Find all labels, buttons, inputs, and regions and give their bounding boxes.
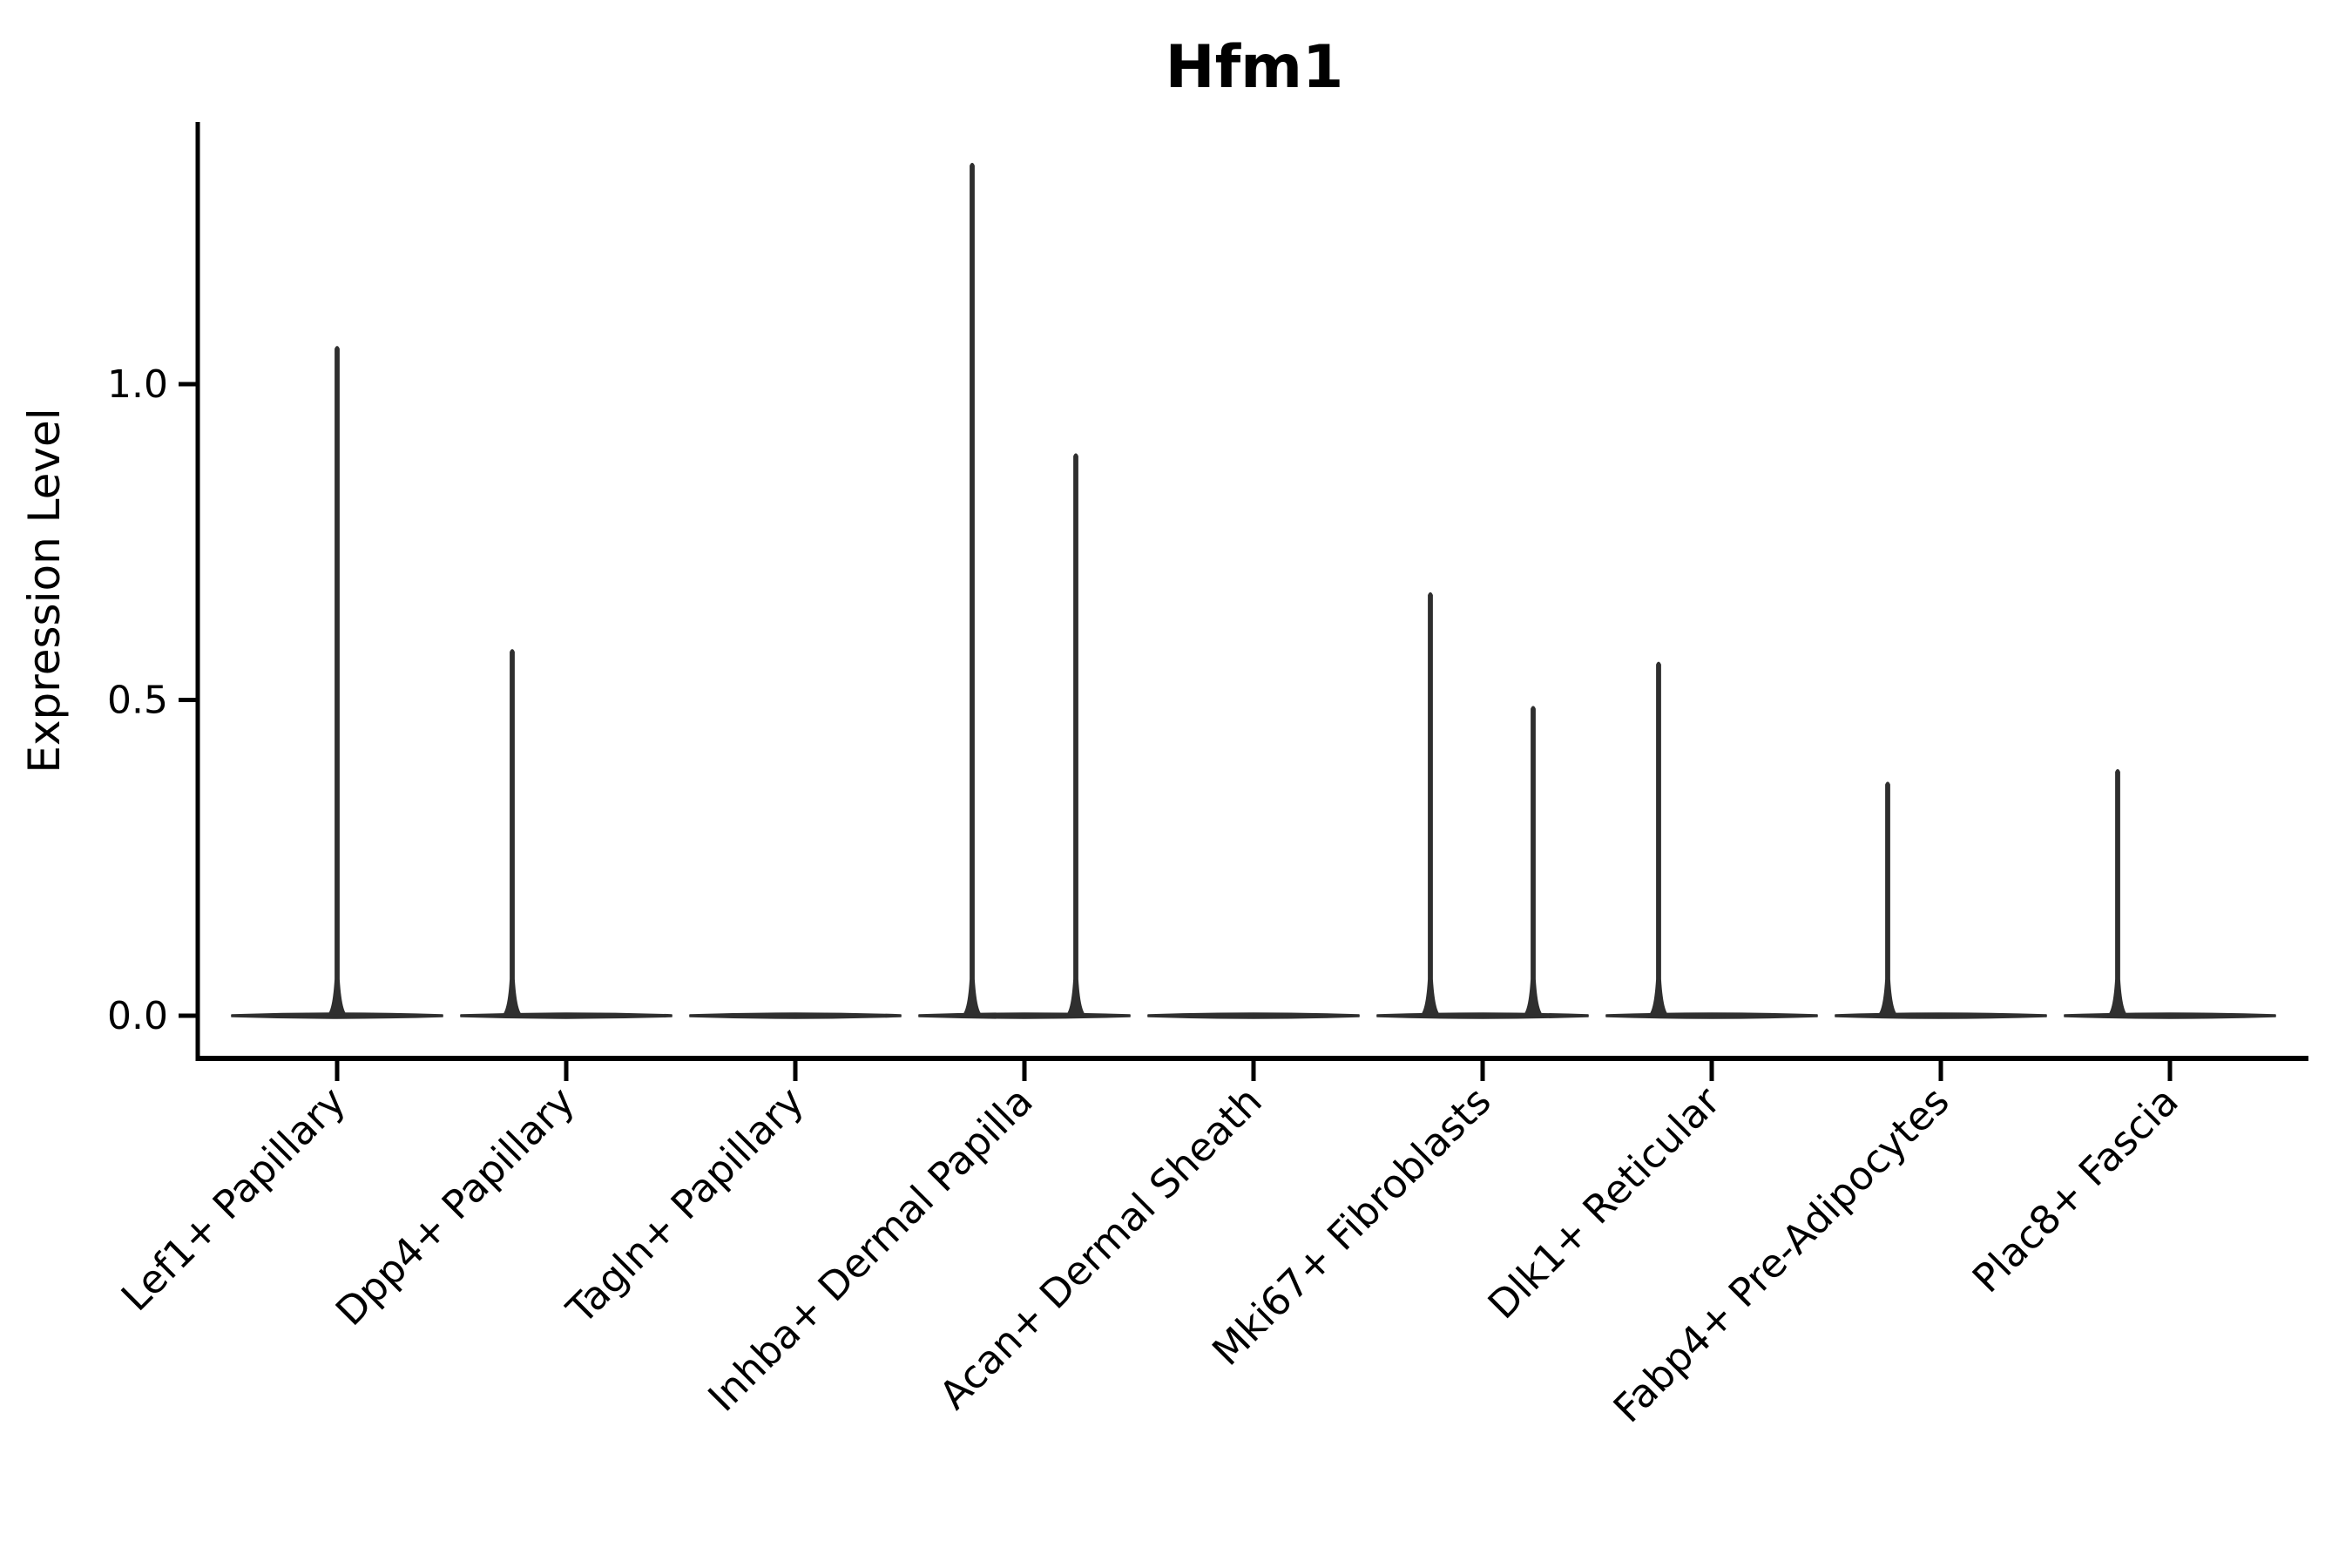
violin-baseline (460, 1012, 672, 1019)
violins-layer (231, 162, 2276, 1019)
violin-9 (2064, 768, 2276, 1019)
violin-6 (1376, 591, 1589, 1019)
violin-baseline (1835, 1012, 2047, 1019)
chart-title: Hfm1 (1166, 33, 1344, 102)
violin-spike (1065, 453, 1086, 1017)
y-ticks (179, 382, 196, 1018)
violin-2 (460, 649, 672, 1019)
x-tick-label: Lef1+ Papillary (112, 1078, 355, 1320)
x-tick-label: Dpp4+ Papillary (327, 1078, 584, 1335)
x-tick-label: Dlk1+ Reticular (1479, 1078, 1729, 1328)
violin-spike (1877, 781, 1898, 1017)
violin-spike (327, 346, 348, 1017)
violin-baseline (1605, 1012, 1818, 1019)
y-tick-label: 0.0 (107, 994, 168, 1038)
violin-spike (1648, 661, 1669, 1017)
violin-baseline (1376, 1012, 1589, 1019)
violin-spike (502, 649, 523, 1017)
violin-1 (231, 346, 443, 1019)
violin-spike (1523, 706, 1544, 1017)
violin-baseline (1147, 1012, 1360, 1019)
violin-spike (2107, 768, 2128, 1017)
violin-3 (689, 1012, 902, 1019)
y-tick-label: 1.0 (107, 362, 168, 407)
axes-layer (179, 122, 2308, 1081)
violin-baseline (2064, 1012, 2276, 1019)
violin-5 (1147, 1012, 1360, 1019)
violin-spike (962, 162, 983, 1017)
violin-4 (918, 162, 1131, 1019)
violin-baseline (689, 1012, 902, 1019)
violin-7 (1605, 661, 1818, 1019)
violin-spike (1420, 591, 1441, 1017)
violin-8 (1835, 781, 2047, 1019)
y-tick-label: 0.5 (107, 679, 168, 723)
y-tick-labels: 0.0 0.5 1.0 (107, 362, 168, 1038)
x-tick-label: Plac8+ Fascia (1963, 1078, 2187, 1301)
x-tick-label: Tagln+ Papillary (558, 1078, 813, 1333)
x-ticks (335, 1060, 2173, 1081)
violin-baseline (918, 1012, 1131, 1019)
y-axis-label: Expression Level (19, 408, 70, 773)
